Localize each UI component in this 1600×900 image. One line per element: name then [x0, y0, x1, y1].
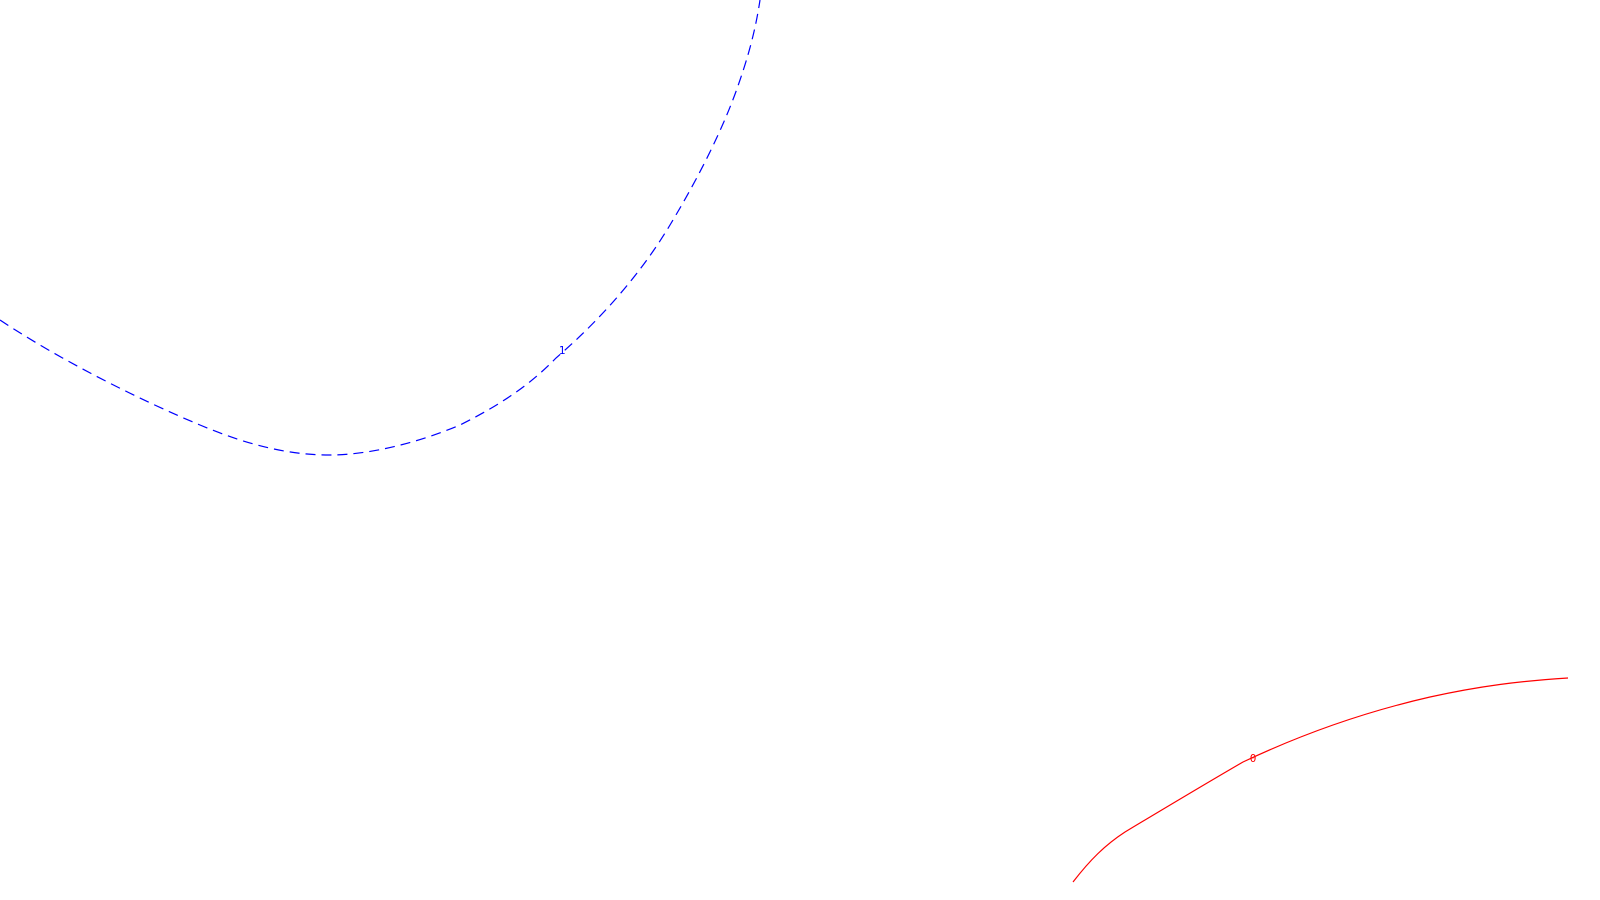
contour-label-1: 1 [559, 344, 566, 357]
contour-label-0: 0 [1250, 752, 1257, 765]
contour-line-1 [0, 0, 761, 456]
contour-line-0 [1072, 677, 1569, 883]
